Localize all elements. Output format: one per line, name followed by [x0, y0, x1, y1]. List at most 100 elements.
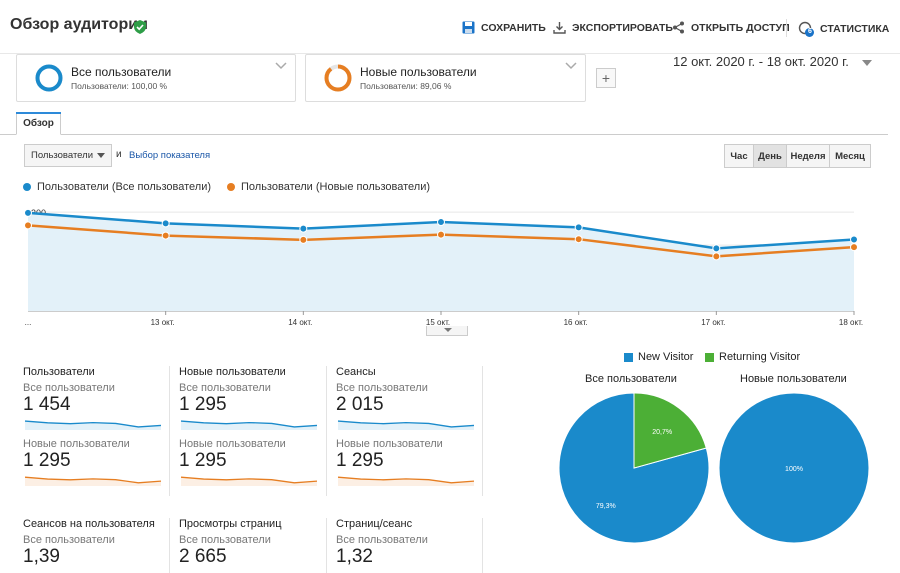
- pie-title-new-users: Новые пользователи: [740, 373, 847, 385]
- legend-label: New Visitor: [638, 351, 694, 363]
- sparkline: [180, 420, 318, 430]
- metric-title: Просмотры страниц: [179, 518, 282, 530]
- data-point[interactable]: [437, 230, 445, 239]
- metric-title: Сеансов на пользователя: [23, 518, 155, 530]
- data-point[interactable]: [299, 235, 308, 244]
- granularity-day-button[interactable]: День: [753, 144, 787, 168]
- metric-card-new-users: Новые пользователи Все пользователи 1 29…: [179, 366, 327, 491]
- data-point[interactable]: [850, 235, 858, 244]
- share-label: ОТКРЫТЬ ДОСТУП: [691, 21, 790, 34]
- metric-segment-label: Все пользователи: [336, 382, 428, 394]
- x-tick-label: ...: [25, 318, 32, 327]
- pie-slice[interactable]: [558, 392, 710, 544]
- save-icon: [462, 21, 475, 34]
- pie-title-all-users: Все пользователи: [585, 373, 677, 385]
- metric-segment-label: Новые пользователи: [336, 438, 443, 450]
- metric-segment-label: Новые пользователи: [23, 438, 130, 450]
- pie-legend-new-visitor[interactable]: New Visitor: [624, 351, 693, 363]
- pie-slice-label: 100%: [785, 466, 803, 473]
- segment-ring-icon: [324, 64, 352, 92]
- insights-button[interactable]: СТАТИСТИКА: [798, 21, 889, 37]
- sparkline-line: [24, 476, 162, 484]
- pie-slice[interactable]: [718, 392, 870, 544]
- data-point[interactable]: [850, 243, 858, 252]
- collapse-chart-toggle[interactable]: [426, 326, 468, 336]
- save-label: СОХРАНИТЬ: [481, 21, 546, 34]
- chevron-down-icon[interactable]: [565, 62, 577, 70]
- legend-item-all-users[interactable]: Пользователи (Все пользователи): [23, 181, 211, 193]
- legend-label: Пользователи (Новые пользователи): [241, 181, 431, 193]
- card-divider: [482, 366, 483, 496]
- segment-name: Все пользователи: [71, 65, 172, 79]
- pie-charts: 79,3% 20,7% 100%: [558, 392, 870, 544]
- tab-overview[interactable]: Обзор: [16, 112, 61, 135]
- metric-value: 1 295: [179, 394, 227, 415]
- data-point[interactable]: [712, 252, 721, 261]
- metric-card-sessions-per-user: Сеансов на пользователя Все пользователи…: [23, 518, 171, 568]
- toolbar-divider: [786, 19, 787, 37]
- metric-value: 2 015: [336, 394, 384, 415]
- granularity-month-button[interactable]: Месяц: [829, 144, 871, 168]
- save-button[interactable]: СОХРАНИТЬ: [462, 21, 546, 34]
- pie-legend-returning-visitor[interactable]: Returning Visitor: [705, 351, 800, 363]
- x-tick-label: 13 окт.: [151, 318, 175, 327]
- segment-card-all-users[interactable]: Все пользователи Пользователи: 100,00 %: [16, 54, 296, 102]
- metric-value: 1 454: [23, 394, 71, 415]
- segment-card-new-users[interactable]: Новые пользователи Пользователи: 89,06 %: [305, 54, 586, 102]
- legend-item-new-users[interactable]: Пользователи (Новые пользователи): [227, 181, 430, 193]
- metric-segment-label: Все пользователи: [336, 534, 428, 546]
- data-point[interactable]: [299, 224, 308, 233]
- data-point[interactable]: [24, 221, 32, 230]
- legend-dot-icon: [23, 183, 31, 191]
- sparkline-line: [337, 476, 475, 484]
- insights-label: СТАТИСТИКА: [820, 23, 890, 35]
- sparkline: [337, 420, 475, 430]
- sparkline-area: [338, 477, 474, 486]
- granularity-hour-button[interactable]: Час: [724, 144, 754, 168]
- series-area: [28, 212, 854, 311]
- metric-segment-label: Все пользователи: [23, 382, 115, 394]
- data-point[interactable]: [574, 223, 583, 232]
- pie-slice-label: 20,7%: [652, 429, 672, 436]
- metric-card-users: Пользователи Все пользователи 1 454 Новы…: [23, 366, 171, 491]
- x-tick-label: 17 окт.: [701, 318, 725, 327]
- pie-slice[interactable]: [633, 392, 707, 469]
- data-point[interactable]: [437, 218, 445, 227]
- metric-card-pages-per-session: Страниц/сеанс Все пользователи 1,32: [336, 518, 484, 568]
- metric-segment-label: Все пользователи: [179, 382, 271, 394]
- date-range-picker[interactable]: 12 окт. 2020 г. - 18 окт. 2020 г.: [673, 54, 849, 69]
- download-icon: [553, 22, 566, 34]
- sparkline-area: [181, 477, 317, 486]
- segment-name: Новые пользователи: [360, 65, 477, 79]
- select-metric-link[interactable]: Выбор показателя: [129, 150, 211, 161]
- card-divider: [326, 518, 327, 573]
- segment-ring-icon: [35, 64, 63, 92]
- data-point[interactable]: [24, 208, 32, 217]
- page-title: Обзор аудитории: [10, 16, 148, 33]
- share-icon: [673, 21, 684, 34]
- metric-value: 1,39: [23, 546, 60, 567]
- share-button[interactable]: ОТКРЫТЬ ДОСТУП: [672, 21, 790, 34]
- x-tick-label: 16 окт.: [564, 318, 588, 327]
- metric-value: 1 295: [23, 450, 71, 471]
- data-point[interactable]: [574, 235, 583, 244]
- chevron-down-icon[interactable]: [275, 62, 287, 70]
- export-button[interactable]: ЭКСПОРТИРОВАТЬ: [553, 21, 673, 34]
- metric-title: Страниц/сеанс: [336, 518, 413, 530]
- data-point[interactable]: [712, 244, 721, 253]
- legend-dot-icon: [227, 183, 235, 191]
- granularity-week-button[interactable]: Неделя: [786, 144, 830, 168]
- card-divider: [482, 518, 483, 573]
- data-point[interactable]: [161, 231, 170, 240]
- top-bar: [0, 0, 900, 54]
- sparkline-line: [24, 420, 162, 428]
- add-segment-button[interactable]: +: [596, 68, 616, 88]
- metric-segment-label: Все пользователи: [23, 534, 115, 546]
- metric-segment-label: Все пользователи: [179, 534, 271, 546]
- metric-dropdown[interactable]: Пользователи: [24, 144, 112, 167]
- metric-title: Новые пользователи: [179, 366, 286, 378]
- date-range-chevron-icon[interactable]: [862, 60, 872, 66]
- x-tick-label: 18 окт.: [839, 318, 863, 327]
- sparkline: [24, 476, 162, 486]
- data-point[interactable]: [161, 219, 170, 228]
